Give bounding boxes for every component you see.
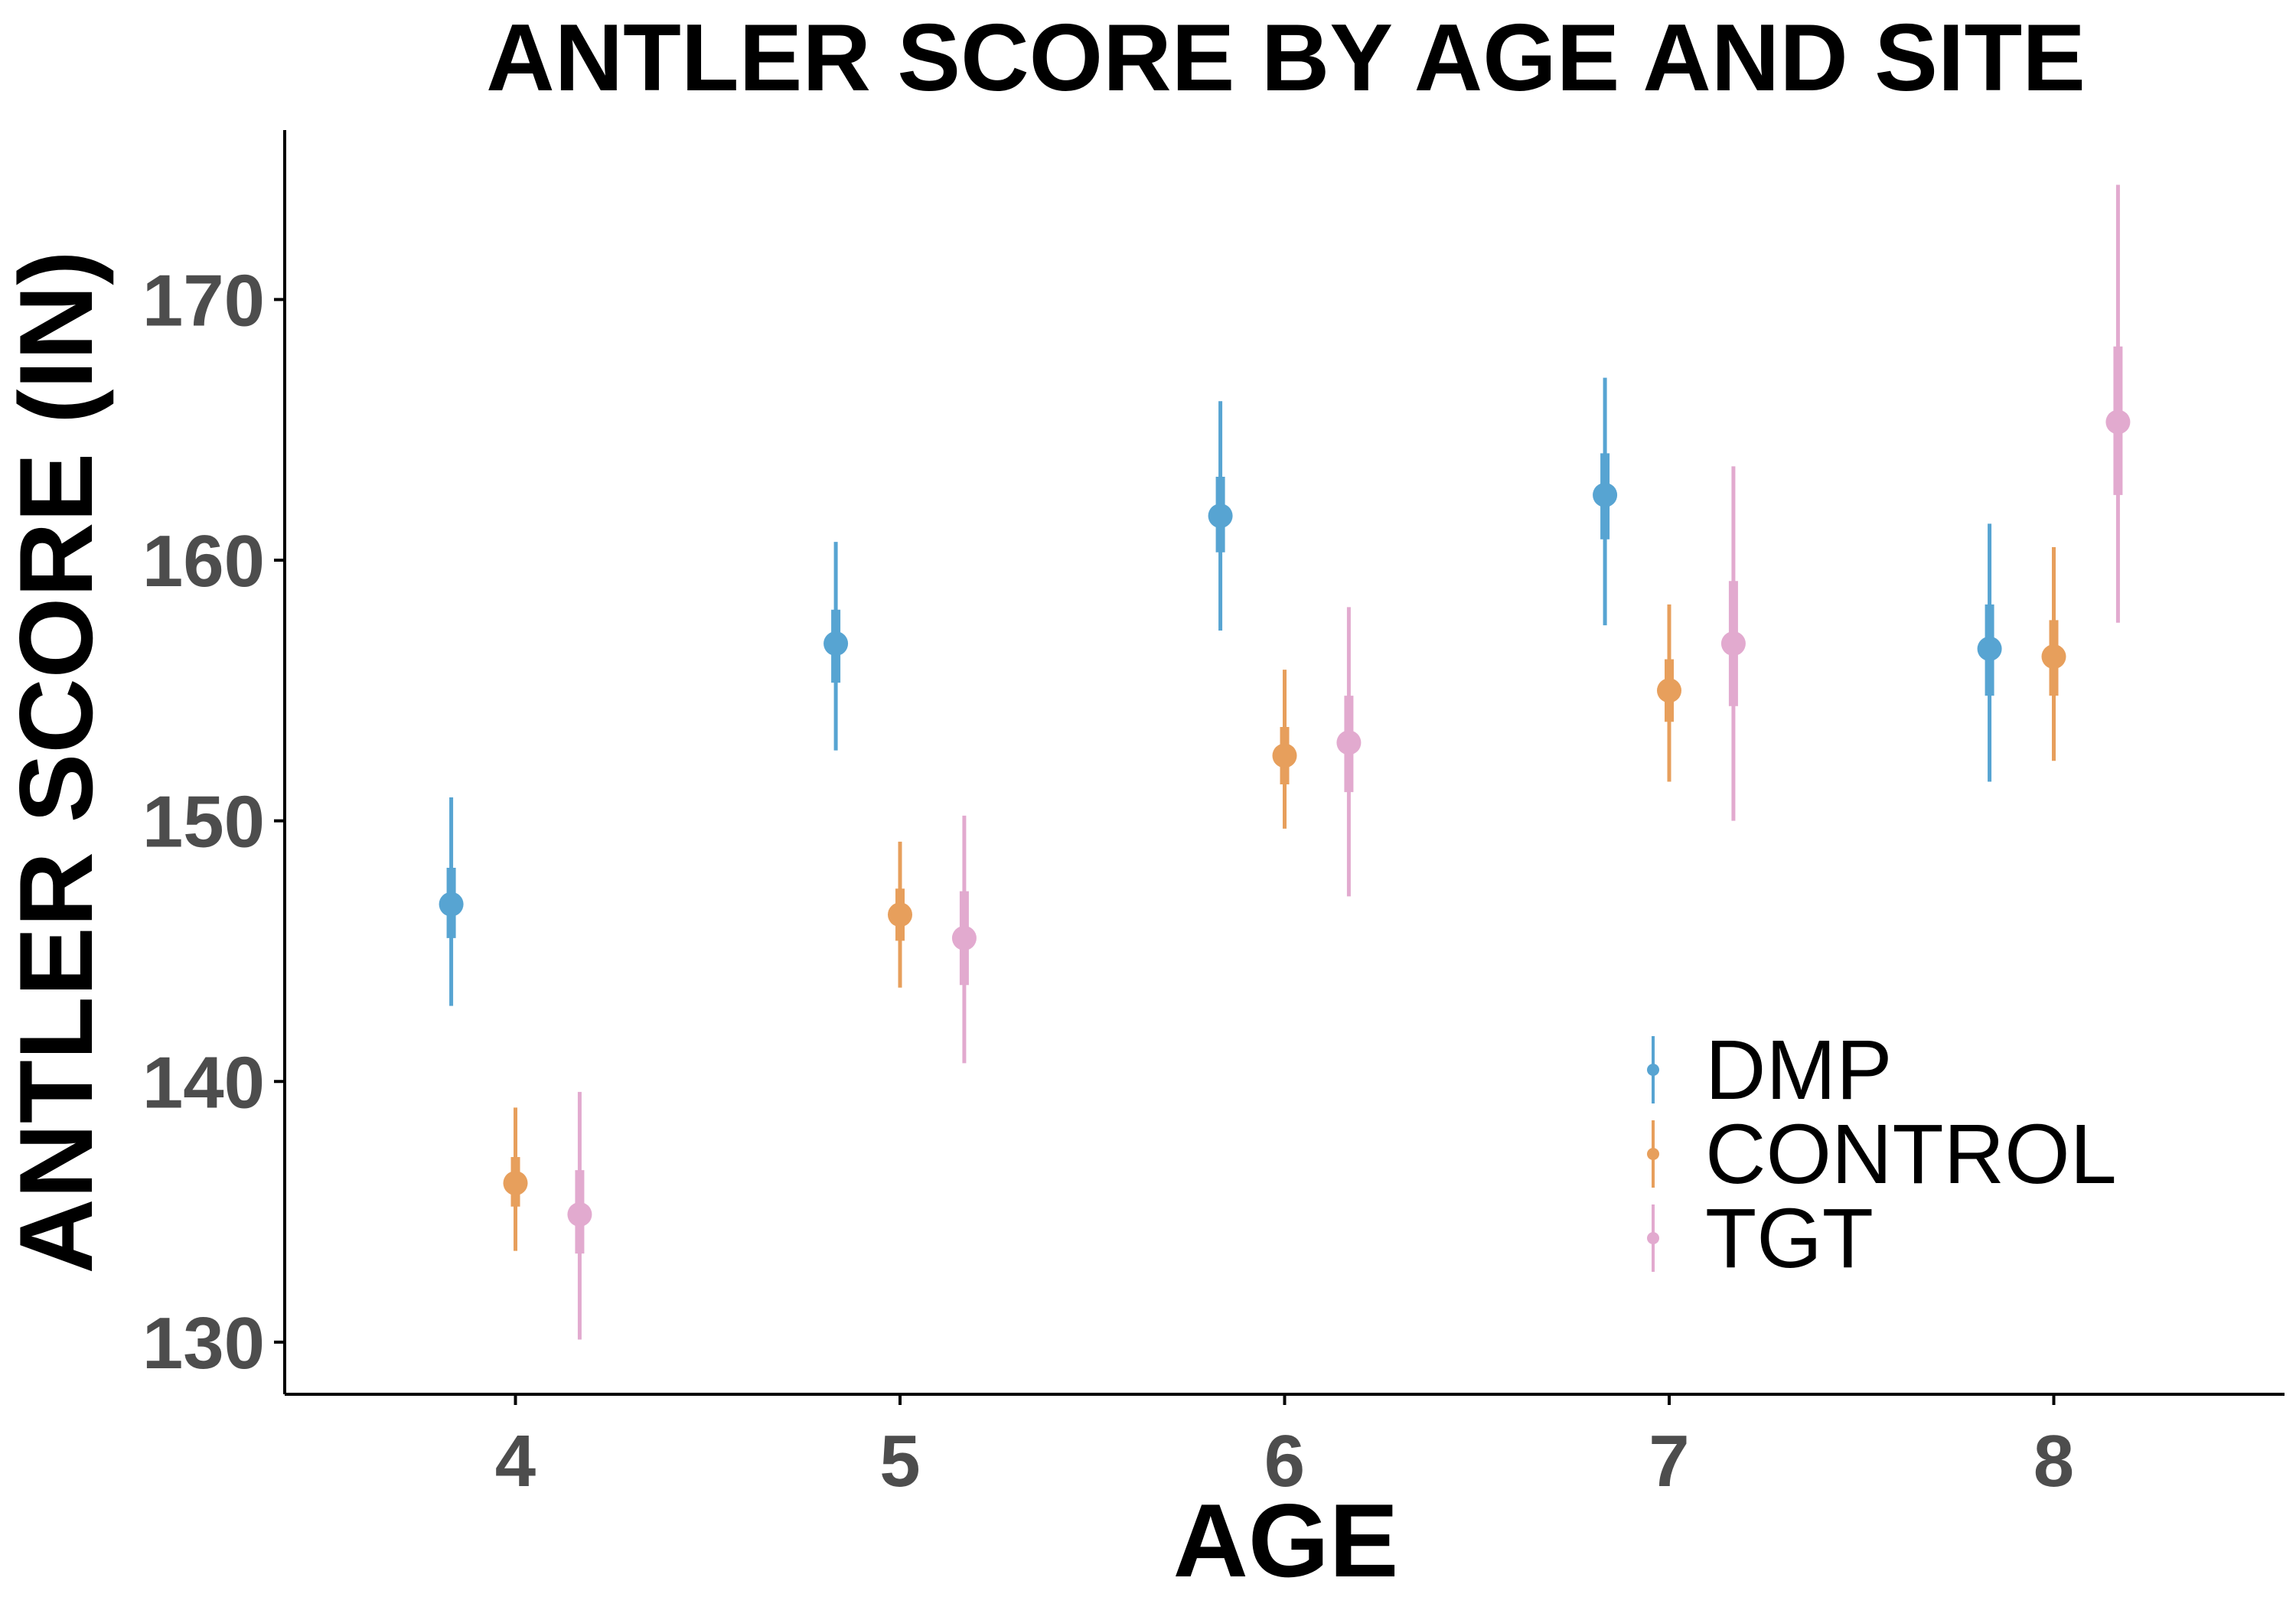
legend-label: TGT <box>1705 1191 1874 1286</box>
series-tgt <box>567 184 2131 1340</box>
x-tick-label: 5 <box>879 1420 920 1502</box>
legend-key-point <box>1647 1232 1659 1244</box>
data-point <box>951 925 977 950</box>
data-point <box>567 1201 592 1227</box>
x-tick-label: 4 <box>495 1420 536 1502</box>
series-dmp <box>439 377 2002 1006</box>
data-point <box>1593 482 1618 507</box>
series-control <box>503 546 2066 1251</box>
y-tick-label: 130 <box>142 1302 265 1384</box>
legend-label: CONTROL <box>1705 1107 2117 1201</box>
y-axis-title: ANTLER SCORE (IN) <box>0 250 114 1273</box>
legend-item-control: CONTROL <box>1647 1107 2117 1201</box>
data-point <box>1336 730 1362 755</box>
y-tick-label: 150 <box>142 781 265 863</box>
data-point <box>1720 631 1746 657</box>
legend-label: DMP <box>1705 1023 1892 1117</box>
x-tick-label: 7 <box>1649 1420 1689 1502</box>
data-point <box>2105 409 2131 435</box>
x-axis-title: AGE <box>1173 1482 1399 1599</box>
plot-area <box>439 184 2131 1340</box>
legend-key <box>1647 1036 1659 1103</box>
x-tick-label: 6 <box>1264 1420 1305 1502</box>
data-point <box>1272 743 1297 768</box>
x-axis-ticks: 4 5 6 7 8 <box>495 1394 2074 1502</box>
legend-item-tgt: TGT <box>1647 1191 1874 1286</box>
legend-key <box>1647 1120 1659 1188</box>
data-point <box>1208 504 1233 529</box>
x-tick-label: 8 <box>2033 1420 2074 1502</box>
data-point <box>1657 678 1681 703</box>
data-point <box>2041 644 2066 670</box>
y-tick-label: 140 <box>142 1041 265 1123</box>
y-axis-ticks: 130 140 150 160 170 <box>142 259 285 1384</box>
legend-key-point <box>1647 1148 1659 1160</box>
data-point <box>1977 636 2002 661</box>
data-point <box>503 1171 528 1196</box>
data-point <box>823 631 849 657</box>
data-point <box>888 902 912 927</box>
y-tick-label: 170 <box>142 259 265 341</box>
legend-key-point <box>1647 1064 1659 1076</box>
legend-item-dmp: DMP <box>1647 1023 1892 1117</box>
chart-title: ANTLER SCORE BY AGE AND SITE <box>486 5 2086 111</box>
data-point <box>439 892 464 917</box>
y-tick-label: 160 <box>142 520 265 602</box>
legend-key <box>1647 1204 1659 1272</box>
